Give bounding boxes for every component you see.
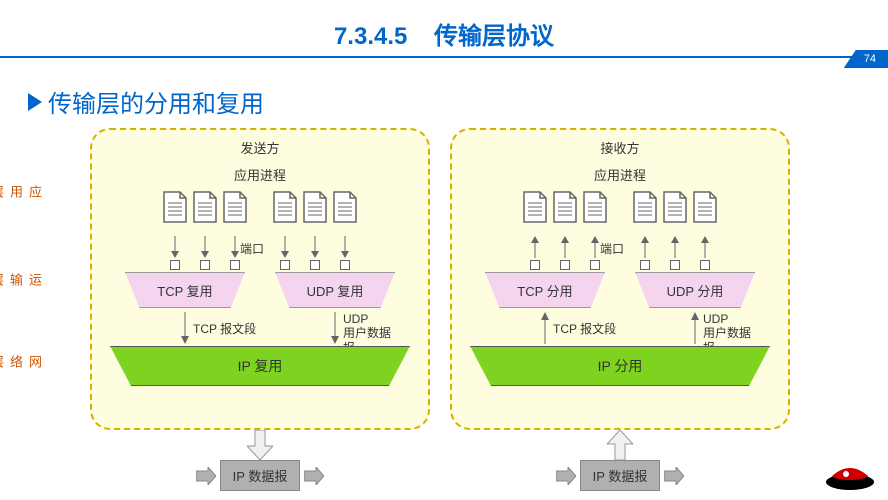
port-icon xyxy=(590,260,600,270)
port-icon xyxy=(560,260,570,270)
receiver-below: IP 数据报 xyxy=(450,430,790,491)
arrow-up-icon xyxy=(552,236,578,260)
document-icon xyxy=(332,190,358,224)
sender-port-label: 端口 xyxy=(240,240,264,257)
port-icon xyxy=(170,260,180,270)
receiver-docs-row xyxy=(452,190,788,232)
sender-title: 发送方 xyxy=(92,138,428,157)
chevron-icon xyxy=(28,93,42,111)
layer-transport-label: 运输层 xyxy=(28,273,44,288)
document-icon xyxy=(662,190,688,224)
page-number: 74 xyxy=(844,50,888,68)
ip-demux-box: IP 分用 xyxy=(470,346,770,386)
big-arrow-up-icon xyxy=(607,430,633,460)
receiver-process-label: 应用进程 xyxy=(452,165,788,184)
tcp-demux-box: TCP 分用 xyxy=(485,272,605,308)
receiver-ports-row xyxy=(452,260,788,272)
port-icon xyxy=(640,260,650,270)
document-icon xyxy=(162,190,188,224)
document-icon xyxy=(192,190,218,224)
arrow-up-icon xyxy=(692,236,718,260)
receiver-ip-datagram-row: IP 数据报 xyxy=(556,460,685,491)
arrow-down-icon xyxy=(302,236,328,260)
gray-arrow-right-icon xyxy=(556,467,576,485)
subtitle-text: 传输层的分用和复用 xyxy=(48,84,264,119)
receiver-trapezoid-row: TCP 分用 UDP 分用 xyxy=(452,272,788,312)
port-icon xyxy=(200,260,210,270)
arrow-up-icon xyxy=(690,312,700,344)
udp-demux-box: UDP 分用 xyxy=(635,272,755,308)
sender-panel: 发送方 应用进程 xyxy=(90,128,430,430)
tcp-segment-label: TCP 报文段 xyxy=(553,320,616,337)
arrow-down-icon xyxy=(180,312,190,344)
sender-doc-group-right xyxy=(272,190,358,232)
document-icon xyxy=(272,190,298,224)
arrow-up-icon xyxy=(632,236,658,260)
ip-mux-box: IP 复用 xyxy=(110,346,410,386)
sender-below: IP 数据报 xyxy=(90,430,430,491)
port-icon xyxy=(280,260,290,270)
gray-arrow-right-icon xyxy=(304,467,324,485)
section-number: 7.3.4.5 xyxy=(334,23,407,50)
ip-datagram-box: IP 数据报 xyxy=(220,460,301,491)
tcp-mux-box: TCP 复用 xyxy=(125,272,245,308)
sender-ip-datagram-row: IP 数据报 xyxy=(196,460,325,491)
sender-trapezoid-row: TCP 复用 UDP 复用 xyxy=(92,272,428,312)
subtitle-row: 传输层的分用和复用 xyxy=(28,84,888,119)
gray-arrow-right-icon xyxy=(664,467,684,485)
document-icon xyxy=(222,190,248,224)
document-icon xyxy=(582,190,608,224)
arrow-up-icon xyxy=(662,236,688,260)
sender-mid-arrows: TCP 报文段 UDP 用户数据报 xyxy=(92,312,428,346)
title-text: 传输层协议 xyxy=(434,23,554,50)
slide-header: 7.3.4.5 传输层协议 74 xyxy=(0,0,888,52)
sender-process-label: 应用进程 xyxy=(92,165,428,184)
document-icon xyxy=(522,190,548,224)
sender-ports-row xyxy=(92,260,428,272)
document-icon xyxy=(552,190,578,224)
document-icon xyxy=(302,190,328,224)
layer-network-label: 网络层 xyxy=(28,355,44,370)
redhat-logo-icon xyxy=(822,450,878,490)
document-icon xyxy=(632,190,658,224)
gray-arrow-right-icon xyxy=(196,467,216,485)
arrow-down-icon xyxy=(272,236,298,260)
sender-docs-row xyxy=(92,190,428,232)
udp-mux-box: UDP 复用 xyxy=(275,272,395,308)
arrow-up-icon xyxy=(540,312,550,344)
receiver-panel: 接收方 应用进程 xyxy=(450,128,790,430)
arrow-down-icon xyxy=(330,312,340,344)
diagram-area: 发送方 应用进程 xyxy=(90,128,860,488)
big-arrow-down-icon xyxy=(247,430,273,460)
document-icon xyxy=(692,190,718,224)
ip-datagram-box: IP 数据报 xyxy=(580,460,661,491)
port-icon xyxy=(310,260,320,270)
arrow-down-icon xyxy=(332,236,358,260)
sender-doc-group-left xyxy=(162,190,248,232)
tcp-segment-label: TCP 报文段 xyxy=(193,320,256,337)
arrow-up-icon xyxy=(522,236,548,260)
layer-app-label: 应用层 xyxy=(28,185,44,200)
port-icon xyxy=(530,260,540,270)
port-icon xyxy=(700,260,710,270)
port-icon xyxy=(340,260,350,270)
arrow-down-icon xyxy=(162,236,188,260)
receiver-port-label: 端口 xyxy=(600,240,624,257)
arrow-down-icon xyxy=(192,236,218,260)
port-icon xyxy=(670,260,680,270)
receiver-title: 接收方 xyxy=(452,138,788,157)
port-icon xyxy=(230,260,240,270)
slide-title: 7.3.4.5 传输层协议 xyxy=(0,0,888,51)
receiver-mid-arrows: TCP 报文段 UDP 用户数据报 xyxy=(452,312,788,346)
header-underline xyxy=(0,56,888,58)
